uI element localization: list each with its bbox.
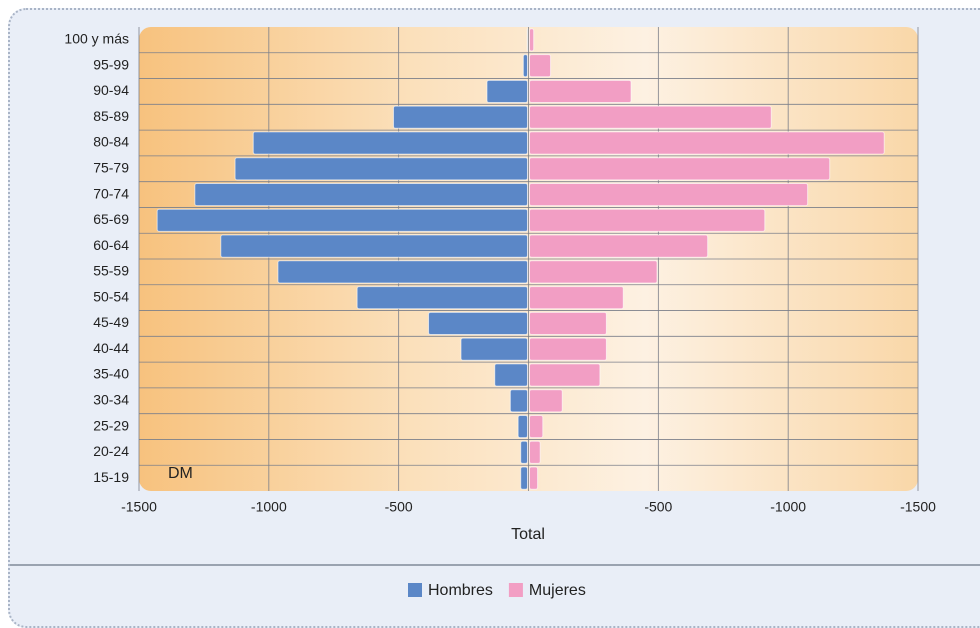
y-tick-label: 65-69: [93, 211, 129, 227]
bar: [278, 261, 528, 283]
x-tick-label: -1500: [900, 499, 936, 515]
y-tick-label: 85-89: [93, 108, 129, 124]
bar: [530, 158, 830, 180]
bar: [530, 338, 607, 360]
bar: [393, 106, 527, 128]
bar: [530, 287, 624, 309]
y-tick-label: 100 y más: [64, 31, 129, 47]
bar: [530, 80, 632, 102]
bar: [235, 158, 527, 180]
annotation: DM: [168, 465, 193, 482]
bar: [530, 106, 772, 128]
bar: [530, 390, 563, 412]
bar: [523, 55, 527, 77]
bar: [461, 338, 528, 360]
bar: [157, 209, 527, 231]
bar: [495, 364, 528, 386]
y-tick-label: 15-19: [93, 469, 129, 485]
y-tick-label: 25-29: [93, 417, 129, 433]
y-tick-label: 80-84: [93, 134, 129, 150]
legend-swatch: [509, 583, 523, 597]
y-tick-label: 40-44: [93, 340, 129, 356]
bar: [518, 415, 527, 437]
y-tick-label: 20-24: [93, 443, 129, 459]
legend-label: Hombres: [428, 582, 493, 599]
bar: [530, 261, 658, 283]
page: {"chart_data": {"type": "pyramid", "x_la…: [0, 0, 980, 608]
y-tick-label: 60-64: [93, 237, 129, 253]
chart: Total DM -1500 -1000 -500 -500 -1000 -1500 100…: [0, 0, 980, 608]
y-tick-label: 95-99: [93, 56, 129, 72]
y-tick-label: 70-74: [93, 185, 129, 201]
bar: [530, 183, 808, 205]
bar: [357, 287, 527, 309]
bar: [530, 132, 885, 154]
x-tick-label: -500: [385, 499, 413, 515]
x-tick-label: -500: [644, 499, 672, 515]
bar: [530, 364, 600, 386]
bar: [530, 235, 708, 257]
bar: [253, 132, 527, 154]
y-tick-label: 75-79: [93, 159, 129, 175]
bar: [521, 441, 528, 463]
bar: [530, 55, 551, 77]
bar: [530, 415, 543, 437]
y-tick-label: 55-59: [93, 263, 129, 279]
y-tick-label: 45-49: [93, 314, 129, 330]
bar: [195, 183, 528, 205]
legend-swatch: [408, 583, 422, 597]
bar: [530, 29, 534, 51]
legend-label: Mujeres: [529, 582, 586, 599]
y-tick-label: 30-34: [93, 391, 129, 407]
x-tick-label: -1000: [251, 499, 287, 515]
bar: [521, 467, 528, 489]
bar: [530, 209, 765, 231]
bar: [487, 80, 528, 102]
bar: [429, 312, 528, 334]
y-tick-label: 50-54: [93, 288, 129, 304]
bar: [221, 235, 528, 257]
bar: [530, 467, 538, 489]
bar: [530, 441, 541, 463]
x-axis-label: Total: [511, 526, 545, 543]
bar: [530, 312, 607, 334]
x-tick-label: -1000: [770, 499, 806, 515]
x-tick-label: -1500: [121, 499, 157, 515]
y-tick-label: 35-40: [93, 366, 129, 382]
bar: [510, 390, 527, 412]
y-tick-label: 90-94: [93, 82, 129, 98]
